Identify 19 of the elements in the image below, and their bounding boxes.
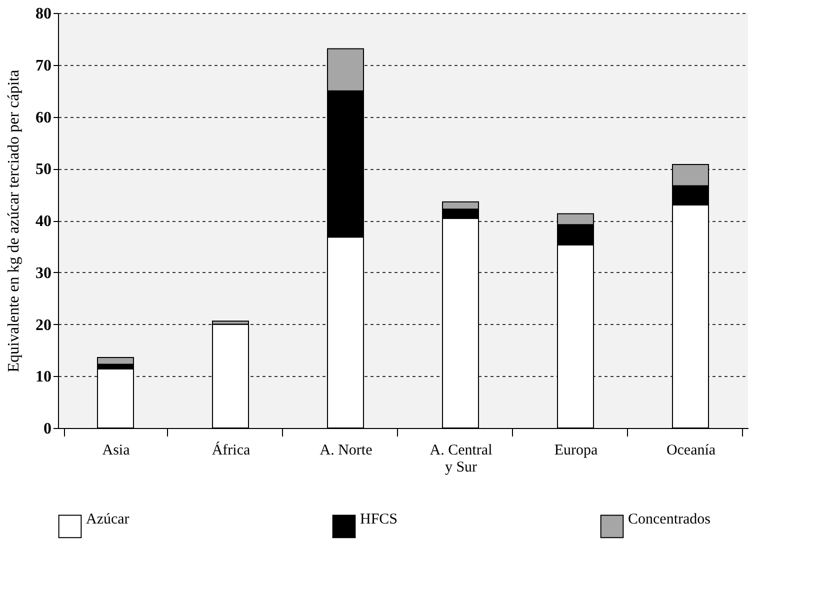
x-tick-label: Oceanía bbox=[666, 442, 716, 458]
y-axis-title: Equivalente en kg de azúcar terciado per cápita bbox=[6, 70, 22, 372]
y-tick-label: 70 bbox=[36, 57, 52, 74]
x-tick-label: A. Central y Sur bbox=[430, 442, 492, 476]
legend-label: Concentrados bbox=[628, 511, 711, 528]
y-tick-label: 80 bbox=[36, 6, 52, 22]
legend-label: HFCS bbox=[360, 511, 398, 528]
y-tick-label: 20 bbox=[36, 316, 52, 334]
y-tick-label: 0 bbox=[44, 420, 52, 438]
y-tick-label: 60 bbox=[36, 109, 52, 126]
y-tick-label: 50 bbox=[36, 161, 52, 178]
y-tick-label: 30 bbox=[36, 264, 52, 282]
legend-label: Azúcar bbox=[86, 511, 130, 528]
x-tick-label: Europa bbox=[554, 442, 598, 458]
x-tick-label: Asia bbox=[102, 442, 130, 458]
x-tick-label: África bbox=[212, 442, 250, 458]
y-tick-label: 10 bbox=[36, 368, 52, 386]
x-tick-label: A. Norte bbox=[320, 442, 373, 458]
y-tick-label: 40 bbox=[36, 213, 52, 230]
